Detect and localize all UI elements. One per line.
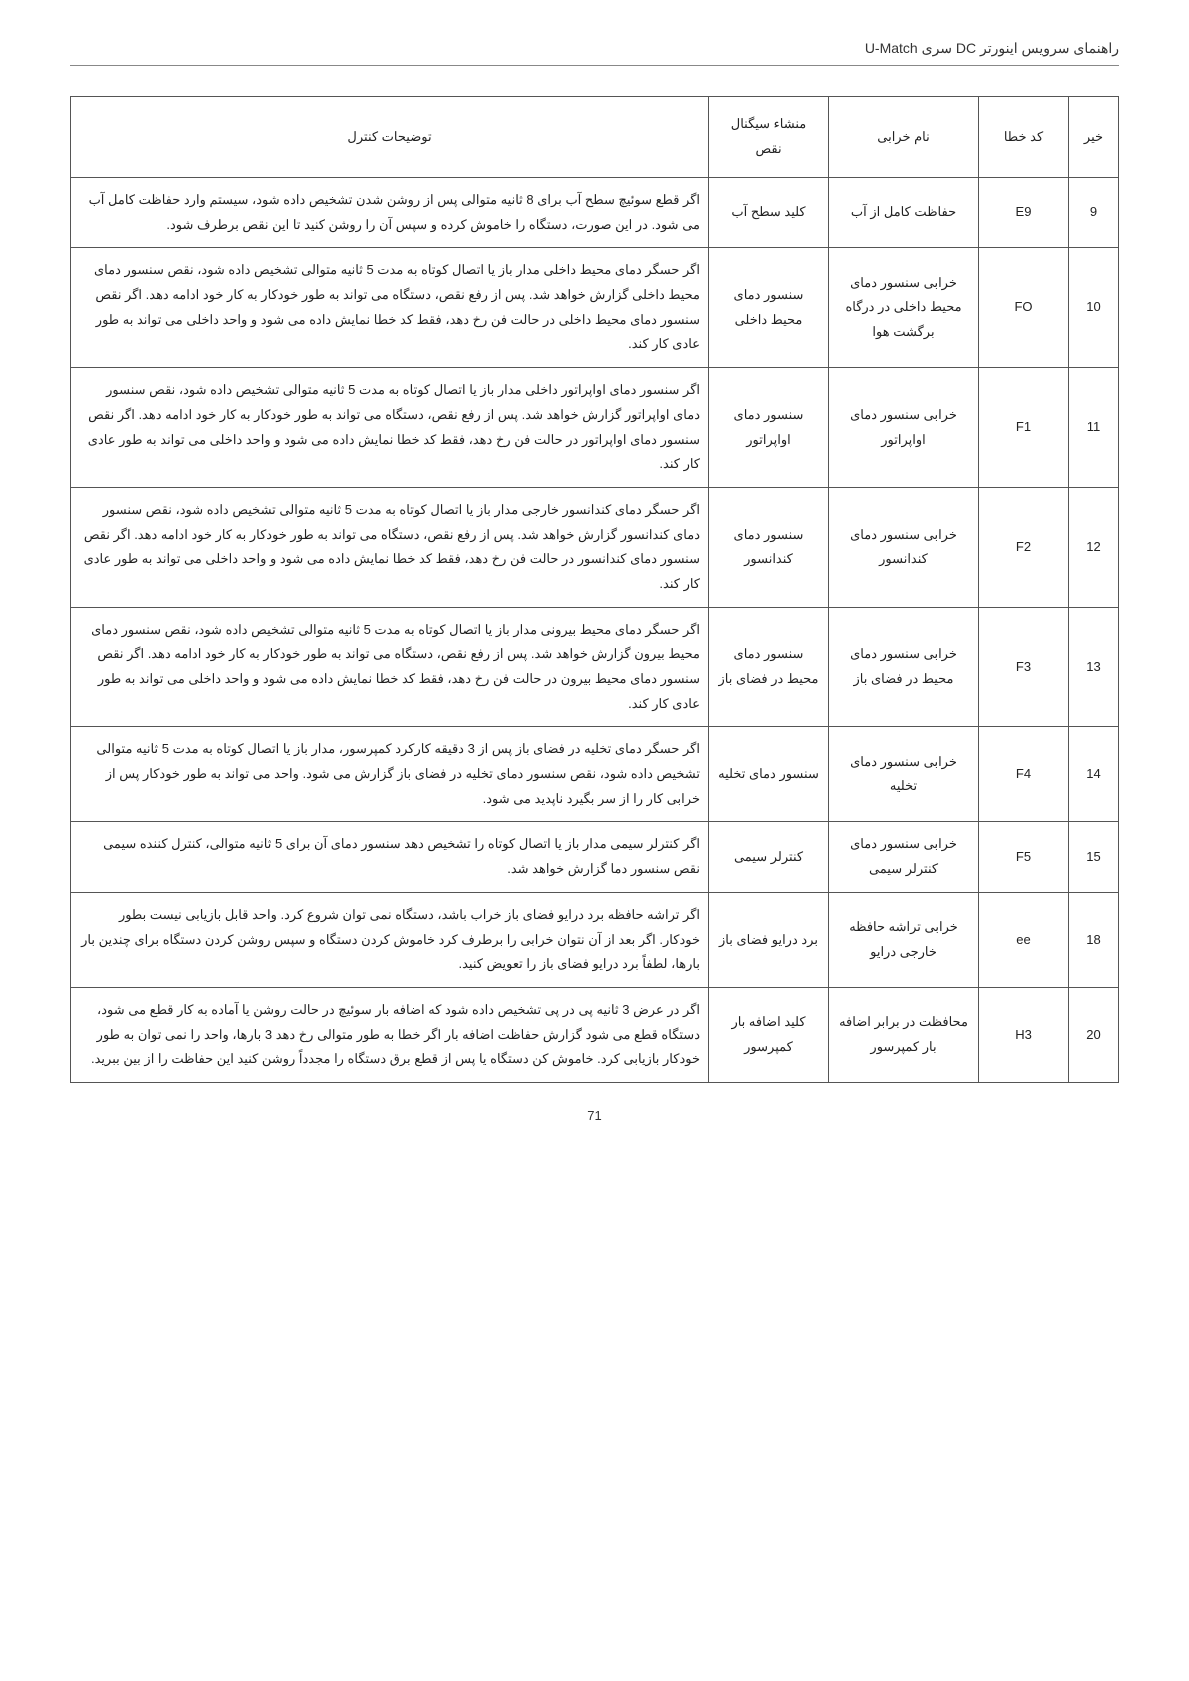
cell-desc: اگر تراشه حافظه برد درایو فضای باز خراب … [71, 892, 709, 987]
table-row: 20 H3 محافظت در برابر اضافه بار کمپرسور … [71, 987, 1119, 1082]
cell-desc: اگر کنترلر سیمی مدار باز یا اتصال کوتاه … [71, 822, 709, 892]
cell-src: برد درایو فضای باز [709, 892, 829, 987]
cell-name: خرابی سنسور دمای محیط در فضای باز [829, 607, 979, 727]
cell-desc: اگر حسگر دمای محیط بیرونی مدار باز یا ات… [71, 607, 709, 727]
cell-num: 9 [1069, 178, 1119, 248]
table-row: 10 FO خرابی سنسور دمای محیط داخلی در درگ… [71, 248, 1119, 368]
fault-table: خیر کد خطا نام خرابی منشاء سیگنال نقص تو… [70, 96, 1119, 1083]
cell-name: خرابی سنسور دمای تخلیه [829, 727, 979, 822]
cell-code: E9 [979, 178, 1069, 248]
cell-desc: اگر سنسور دمای اواپراتور داخلی مدار باز … [71, 368, 709, 488]
table-row: 11 F1 خرابی سنسور دمای اواپراتور سنسور د… [71, 368, 1119, 488]
cell-code: F3 [979, 607, 1069, 727]
cell-num: 15 [1069, 822, 1119, 892]
table-row: 18 ee خرابی تراشه حافظه خارجی درایو برد … [71, 892, 1119, 987]
cell-code: F5 [979, 822, 1069, 892]
cell-name: حفاظت کامل از آب [829, 178, 979, 248]
cell-src: سنسور دمای تخلیه [709, 727, 829, 822]
cell-src: سنسور دمای کندانسور [709, 487, 829, 607]
table-row: 9 E9 حفاظت کامل از آب کلید سطح آب اگر قط… [71, 178, 1119, 248]
col-header-code: کد خطا [979, 97, 1069, 178]
cell-code: F2 [979, 487, 1069, 607]
cell-desc: اگر قطع سوئیچ سطح آب برای 8 ثانیه متوالی… [71, 178, 709, 248]
page: راهنمای سرویس اینورتر DC سری U-Match خیر… [0, 0, 1189, 1681]
col-header-num: خیر [1069, 97, 1119, 178]
cell-name: خرابی سنسور دمای اواپراتور [829, 368, 979, 488]
cell-desc: اگر در عرض 3 ثانیه پی در پی تشخیص داده ش… [71, 987, 709, 1082]
cell-src: کلید اضافه بار کمپرسور [709, 987, 829, 1082]
table-row: 14 F4 خرابی سنسور دمای تخلیه سنسور دمای … [71, 727, 1119, 822]
cell-name: محافظت در برابر اضافه بار کمپرسور [829, 987, 979, 1082]
cell-name: خرابی تراشه حافظه خارجی درایو [829, 892, 979, 987]
cell-code: F4 [979, 727, 1069, 822]
cell-code: ee [979, 892, 1069, 987]
col-header-src: منشاء سیگنال نقص [709, 97, 829, 178]
cell-code: H3 [979, 987, 1069, 1082]
cell-src: سنسور دمای اواپراتور [709, 368, 829, 488]
cell-src: کنترلر سیمی [709, 822, 829, 892]
cell-num: 10 [1069, 248, 1119, 368]
cell-code: F1 [979, 368, 1069, 488]
cell-num: 11 [1069, 368, 1119, 488]
col-header-desc: توضیحات کنترل [71, 97, 709, 178]
cell-num: 12 [1069, 487, 1119, 607]
page-number: 71 [70, 1108, 1119, 1123]
cell-desc: اگر حسگر دمای کندانسور خارجی مدار باز یا… [71, 487, 709, 607]
table-body: 9 E9 حفاظت کامل از آب کلید سطح آب اگر قط… [71, 178, 1119, 1083]
cell-name: خرابی سنسور دمای محیط داخلی در درگاه برگ… [829, 248, 979, 368]
table-row: 12 F2 خرابی سنسور دمای کندانسور سنسور دم… [71, 487, 1119, 607]
cell-code: FO [979, 248, 1069, 368]
cell-desc: اگر حسگر دمای تخلیه در فضای باز پس از 3 … [71, 727, 709, 822]
cell-name: خرابی سنسور دمای کندانسور [829, 487, 979, 607]
cell-src: کلید سطح آب [709, 178, 829, 248]
header-title: راهنمای سرویس اینورتر DC سری U-Match [865, 40, 1119, 56]
cell-desc: اگر حسگر دمای محیط داخلی مدار باز یا اتص… [71, 248, 709, 368]
cell-num: 18 [1069, 892, 1119, 987]
cell-num: 14 [1069, 727, 1119, 822]
cell-num: 13 [1069, 607, 1119, 727]
cell-src: سنسور دمای محیط داخلی [709, 248, 829, 368]
table-row: 15 F5 خرابی سنسور دمای کنترلر سیمی کنترل… [71, 822, 1119, 892]
col-header-name: نام خرابی [829, 97, 979, 178]
table-row: 13 F3 خرابی سنسور دمای محیط در فضای باز … [71, 607, 1119, 727]
cell-name: خرابی سنسور دمای کنترلر سیمی [829, 822, 979, 892]
page-header: راهنمای سرویس اینورتر DC سری U-Match [70, 40, 1119, 66]
cell-src: سنسور دمای محیط در فضای باز [709, 607, 829, 727]
cell-num: 20 [1069, 987, 1119, 1082]
table-head: خیر کد خطا نام خرابی منشاء سیگنال نقص تو… [71, 97, 1119, 178]
